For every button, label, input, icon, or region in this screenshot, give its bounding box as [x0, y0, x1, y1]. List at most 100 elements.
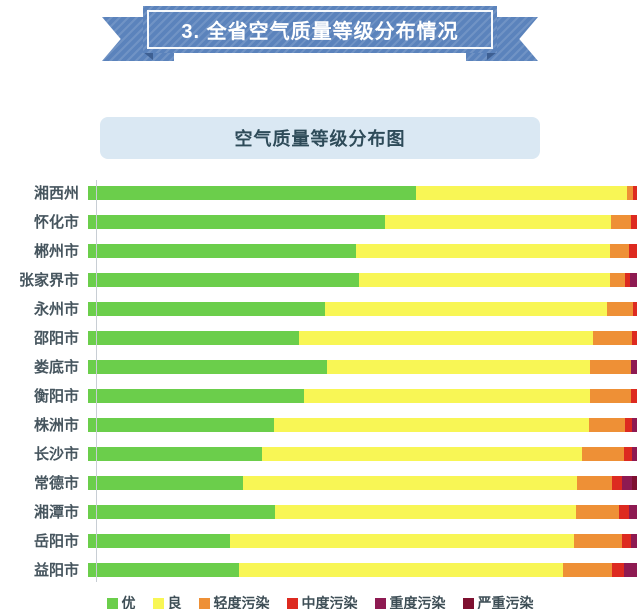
category-label: 长沙市 [33, 446, 79, 463]
bar-segment [88, 417, 274, 432]
chart-row: 永州市 [0, 294, 640, 323]
bar-segment [416, 185, 627, 200]
bar-segment [273, 417, 589, 432]
bar [88, 504, 637, 519]
chart-row: 常德市 [0, 468, 640, 497]
chart-row: 怀化市 [0, 207, 640, 236]
bar-segment [88, 272, 359, 287]
stacked-bar-chart: 湘西州 怀化市 郴州市 张家界市 永州市 邵阳市 娄底市 衡阳市 株洲市 长沙市 常德市 湘潭市 岳阳市… [0, 178, 640, 584]
bar-segment [385, 214, 611, 229]
bar-segment [621, 475, 633, 490]
bar-segment [88, 446, 263, 461]
bar-segment [610, 214, 631, 229]
legend-label: 优 [121, 595, 136, 609]
bar-segment [576, 504, 620, 519]
chart-row: 益阳市 [0, 555, 640, 584]
bar-segment [628, 243, 637, 258]
bar [88, 533, 637, 548]
bar-segment [88, 243, 357, 258]
bar-segment [325, 301, 607, 316]
category-label: 湘西州 [33, 185, 79, 202]
bar-segment [582, 446, 624, 461]
bar-segment [630, 359, 637, 374]
bar-segment [88, 475, 243, 490]
legend-item: 重度污染 [374, 593, 446, 609]
legend-label: 重度污染 [389, 595, 446, 609]
bar-segment [242, 475, 578, 490]
category-label: 郴州市 [33, 243, 79, 260]
bar-segment [88, 533, 230, 548]
bar-segment [624, 562, 637, 577]
bar-segment [630, 214, 637, 229]
legend-swatch-icon [152, 597, 164, 609]
bar [88, 301, 637, 316]
bar-segment [592, 330, 633, 345]
category-label: 湘潭市 [33, 504, 79, 521]
category-label: 张家界市 [18, 272, 79, 289]
bar [88, 243, 637, 258]
legend-label: 中度污染 [301, 595, 358, 609]
bar-segment [238, 562, 563, 577]
bar-segment [229, 533, 574, 548]
bar-segment [88, 330, 299, 345]
bar-segment [606, 301, 634, 316]
chart-row: 湘潭市 [0, 497, 640, 526]
bar [88, 185, 637, 200]
legend-swatch-icon [286, 597, 298, 609]
ribbon-body: 3. 全省空气质量等级分布情况 [143, 6, 497, 53]
ribbon-left-fold-icon [143, 52, 153, 60]
bar-segment [632, 446, 637, 461]
chart-row: 株洲市 [0, 410, 640, 439]
category-label: 永州市 [33, 301, 79, 318]
bar-segment [326, 359, 591, 374]
category-label: 邵阳市 [33, 330, 79, 347]
bar [88, 475, 637, 490]
bar-segment [632, 330, 637, 345]
bar-segment [611, 475, 622, 490]
bar-segment [562, 562, 613, 577]
bar-segment [88, 504, 276, 519]
bar [88, 272, 637, 287]
legend-item: 轻度污染 [198, 593, 270, 609]
bar [88, 562, 637, 577]
bar-segment [590, 359, 631, 374]
category-label: 怀化市 [33, 214, 79, 231]
legend-label: 严重污染 [477, 595, 534, 609]
bar-segment [633, 301, 637, 316]
category-label: 衡阳市 [33, 388, 79, 405]
bar-segment [88, 301, 326, 316]
chart-title: 空气质量等级分布图 [234, 129, 406, 149]
chart-row: 张家界市 [0, 265, 640, 294]
category-label: 岳阳市 [33, 533, 79, 550]
legend-swatch-icon [462, 597, 474, 609]
bar-segment [629, 504, 637, 519]
chart-row: 湘西州 [0, 178, 640, 207]
legend-label: 良 [167, 595, 182, 609]
bar-segment [624, 417, 633, 432]
category-label: 常德市 [33, 475, 79, 492]
legend-item: 中度污染 [286, 593, 358, 609]
bar-segment [303, 388, 591, 403]
bar-segment [619, 504, 630, 519]
chart-row: 郴州市 [0, 236, 640, 265]
legend-item: 严重污染 [462, 593, 534, 609]
bar-segment [298, 330, 593, 345]
ribbon-right-fold-icon [487, 52, 497, 60]
bar [88, 388, 637, 403]
legend-swatch-icon [106, 597, 118, 609]
y-axis-line [96, 180, 97, 582]
category-label: 益阳市 [33, 562, 79, 579]
bar-segment [630, 388, 637, 403]
bar-segment [358, 272, 610, 287]
bar [88, 330, 637, 345]
bar-segment [262, 446, 583, 461]
bar-segment [356, 243, 610, 258]
ribbon-inner-border [147, 10, 493, 49]
bar-segment [88, 388, 304, 403]
bar-segment [609, 272, 625, 287]
legend-item: 良 [152, 593, 182, 609]
bar-segment [88, 185, 417, 200]
bar-segment [612, 562, 625, 577]
bar-segment [624, 272, 630, 287]
legend-swatch-icon [374, 597, 386, 609]
